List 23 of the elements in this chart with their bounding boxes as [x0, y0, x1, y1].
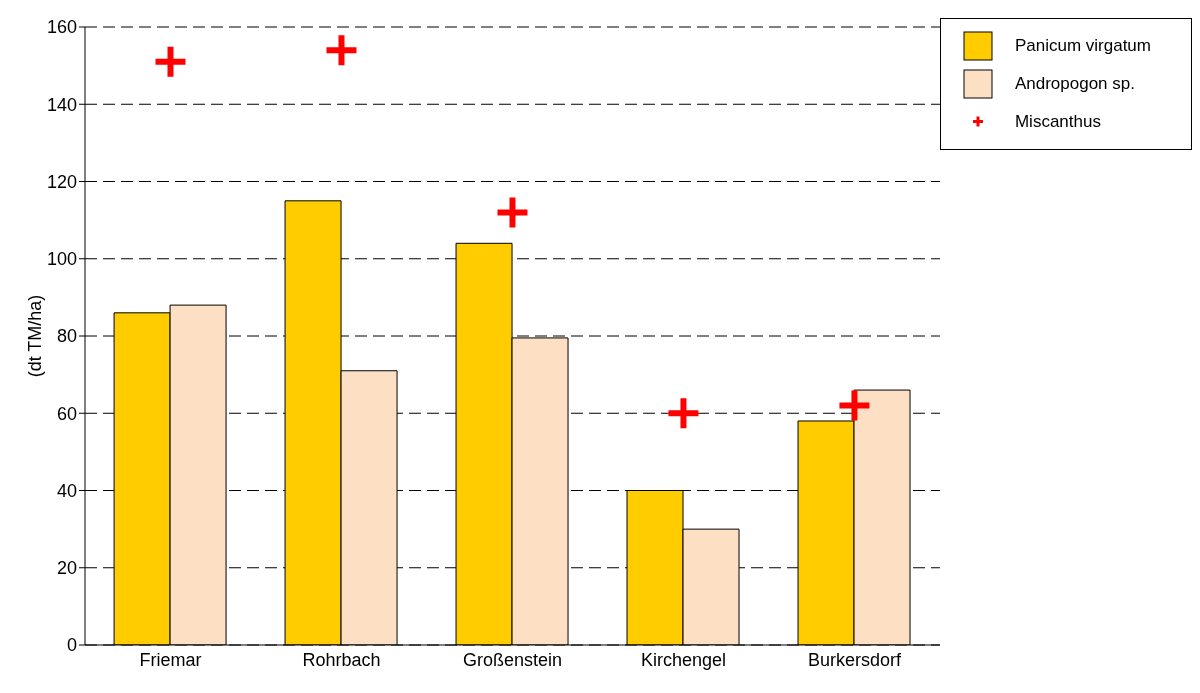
- y-tick-label: 140: [46, 94, 77, 115]
- y-tick-label: 120: [46, 171, 77, 192]
- legend-label: Miscanthus: [1014, 112, 1101, 132]
- y-tick-label: 20: [56, 558, 77, 579]
- point: [839, 390, 870, 421]
- x-tick-label: Friemar: [139, 649, 202, 670]
- point: [668, 398, 699, 429]
- x-tick-label: Burkersdorf: [807, 649, 902, 670]
- y-tick-label: 60: [56, 403, 77, 424]
- point: [497, 197, 528, 228]
- point: [326, 35, 357, 66]
- x-tick-label: Großenstein: [462, 649, 562, 670]
- y-axis-title: (dt TM/ha): [25, 294, 46, 378]
- x-tick-label: Rohrbach: [302, 649, 381, 670]
- x-tick-label: Kirchengel: [640, 649, 726, 670]
- y-tick-label: 160: [46, 17, 77, 38]
- point: [155, 46, 186, 77]
- legend-label: Andropogon sp.: [1014, 74, 1135, 94]
- y-tick-label: 40: [56, 480, 77, 501]
- y-tick-label: 0: [66, 635, 77, 656]
- y-tick-label: 80: [56, 326, 77, 347]
- y-tick-label: 100: [46, 249, 77, 270]
- legend-label: Panicum virgatum: [1014, 36, 1151, 56]
